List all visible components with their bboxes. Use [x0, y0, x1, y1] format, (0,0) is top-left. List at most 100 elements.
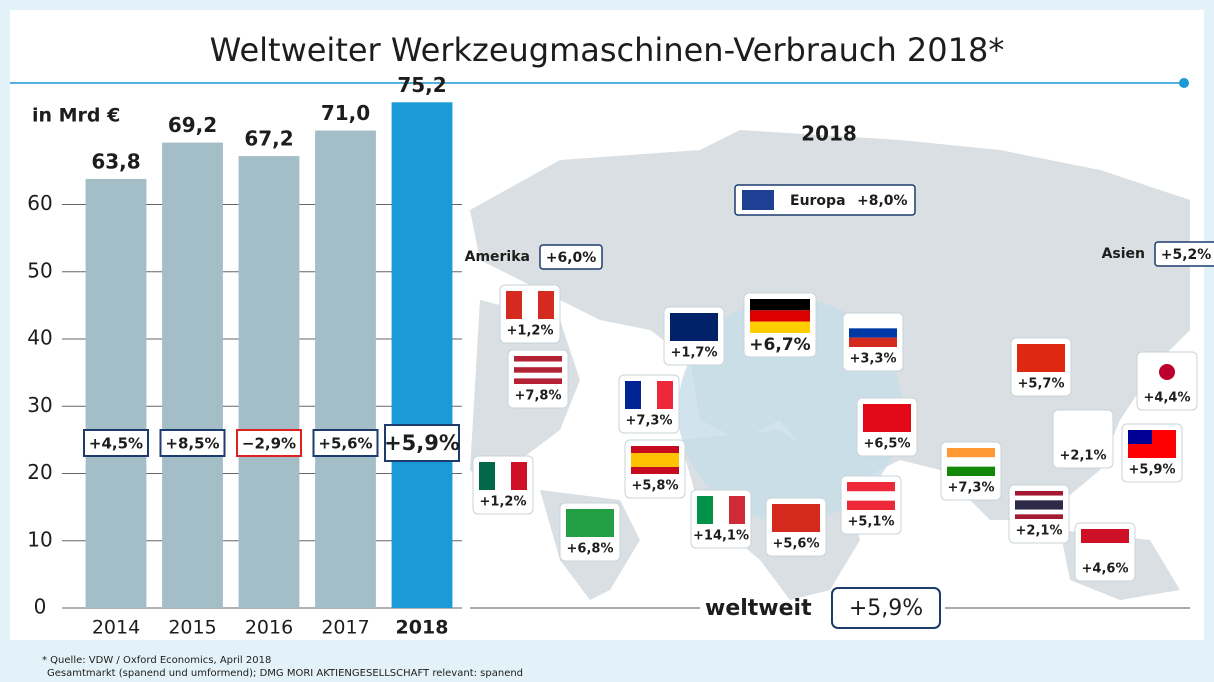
- country-value: +7,3%: [948, 481, 995, 496]
- growth-box: [384, 424, 460, 462]
- flag-stripe: [947, 466, 995, 476]
- flag-stripe: [514, 372, 562, 379]
- eu-flag: [742, 190, 774, 210]
- world-label: weltweit: [705, 596, 812, 621]
- country-value: +1,7%: [671, 346, 718, 361]
- flag-stripe: [1015, 491, 1063, 496]
- country-value: +2,1%: [1016, 524, 1063, 539]
- growth-box: [236, 429, 302, 457]
- growth-label: +5,6%: [318, 435, 372, 453]
- growth-label: +8,5%: [165, 435, 219, 453]
- region-box: [539, 244, 603, 270]
- flag-stripe: [1081, 543, 1129, 557]
- country-value: +6,8%: [567, 542, 614, 557]
- growth-label: +5,9%: [384, 431, 460, 455]
- flag-stripe: [514, 378, 562, 384]
- flag-stripe: [1015, 514, 1063, 519]
- flag-stripe: [847, 500, 895, 510]
- region-box: [734, 184, 916, 216]
- flag-stripe: [631, 453, 679, 460]
- x-tick-label: 2016: [245, 617, 293, 639]
- flag-stripe: [849, 319, 897, 329]
- y-tick-label: 10: [27, 527, 52, 551]
- flag-stripe: [479, 462, 495, 490]
- country-value: +2,1%: [1060, 449, 1107, 464]
- value-label: 67,2: [244, 127, 293, 151]
- flag-stripe: [631, 460, 679, 467]
- y-tick-label: 0: [34, 595, 47, 619]
- y-tick-label: 30: [27, 393, 52, 417]
- flag-stripe: [1015, 495, 1063, 501]
- country-value: +1,2%: [507, 324, 554, 339]
- flag-emblem: [1128, 430, 1152, 444]
- region-name: Europa: [790, 193, 846, 209]
- flag-stripe: [631, 467, 679, 474]
- flag-stripe: [522, 291, 538, 319]
- y-axis-label: in Mrd €: [32, 105, 120, 127]
- country-value: +5,9%: [1129, 463, 1176, 478]
- flag-stripe: [538, 291, 554, 319]
- flag-stripe: [729, 496, 745, 524]
- flag-stripe: [847, 491, 895, 501]
- value-label: 63,8: [91, 149, 140, 173]
- chart-title: Weltweiter Werkzeugmaschinen-Verbrauch 2…: [210, 31, 1005, 69]
- x-tick-label: 2015: [168, 617, 216, 639]
- world-box: [831, 587, 941, 629]
- flag-stripe: [849, 328, 897, 338]
- flag-stripe: [495, 462, 511, 490]
- country-value: +5,7%: [1018, 377, 1065, 392]
- footnote: * Quelle: VDW / Oxford Economics, April …: [42, 655, 271, 666]
- country-value: +5,1%: [848, 515, 895, 530]
- x-tick-label: 2014: [92, 617, 140, 639]
- flag-stripe: [947, 448, 995, 458]
- value-label: 75,2: [397, 73, 446, 97]
- title-dot: [1179, 78, 1189, 88]
- y-tick-label: 60: [27, 191, 52, 215]
- bar: [315, 130, 376, 608]
- bar: [162, 142, 223, 608]
- country-value: +6,7%: [749, 335, 810, 355]
- flag-stripe: [566, 509, 614, 537]
- country-value: +6,5%: [864, 437, 911, 452]
- y-tick-label: 50: [27, 258, 52, 282]
- flag-stripe: [511, 462, 527, 490]
- flag-stripe: [506, 291, 522, 319]
- country-value: +5,8%: [632, 479, 679, 494]
- bar: [391, 102, 453, 608]
- flag-stripe: [947, 457, 995, 467]
- map-title: 2018: [801, 122, 857, 146]
- region-value: +5,2%: [1161, 247, 1212, 263]
- country-value: +7,8%: [515, 389, 562, 404]
- country-value: +4,6%: [1082, 562, 1129, 577]
- flag-stripe: [514, 356, 562, 362]
- value-label: 71,0: [321, 101, 370, 125]
- flag-stripe: [750, 321, 810, 333]
- growth-box: [83, 429, 149, 457]
- flag-stripe: [1015, 505, 1063, 510]
- flag-stripe: [514, 367, 562, 373]
- flag-stripe: [514, 361, 562, 368]
- region-value: +6,0%: [546, 250, 597, 266]
- flag-stripe: [657, 381, 673, 409]
- flag-stripe: [863, 404, 911, 432]
- x-tick-label: 2018: [396, 617, 449, 639]
- y-tick-label: 20: [27, 460, 52, 484]
- flag-stripe: [670, 313, 718, 341]
- country-value: +4,4%: [1144, 391, 1191, 406]
- country-value: +14,1%: [693, 529, 749, 544]
- world-value: +5,9%: [849, 596, 923, 621]
- flag-stripe: [849, 337, 897, 347]
- flag-stripe: [750, 310, 810, 322]
- growth-label: +4,5%: [89, 435, 143, 453]
- growth-label: −2,9%: [242, 435, 296, 453]
- growth-box: [159, 429, 226, 457]
- flag-stripe: [641, 381, 657, 409]
- country-value: +5,6%: [773, 537, 820, 552]
- flag-stripe: [847, 482, 895, 492]
- flag-stripe: [772, 504, 820, 532]
- flag-stripe: [750, 299, 810, 311]
- flag-stripe: [1059, 416, 1107, 444]
- flag-stripe: [697, 496, 713, 524]
- region-value: +8,0%: [857, 193, 908, 209]
